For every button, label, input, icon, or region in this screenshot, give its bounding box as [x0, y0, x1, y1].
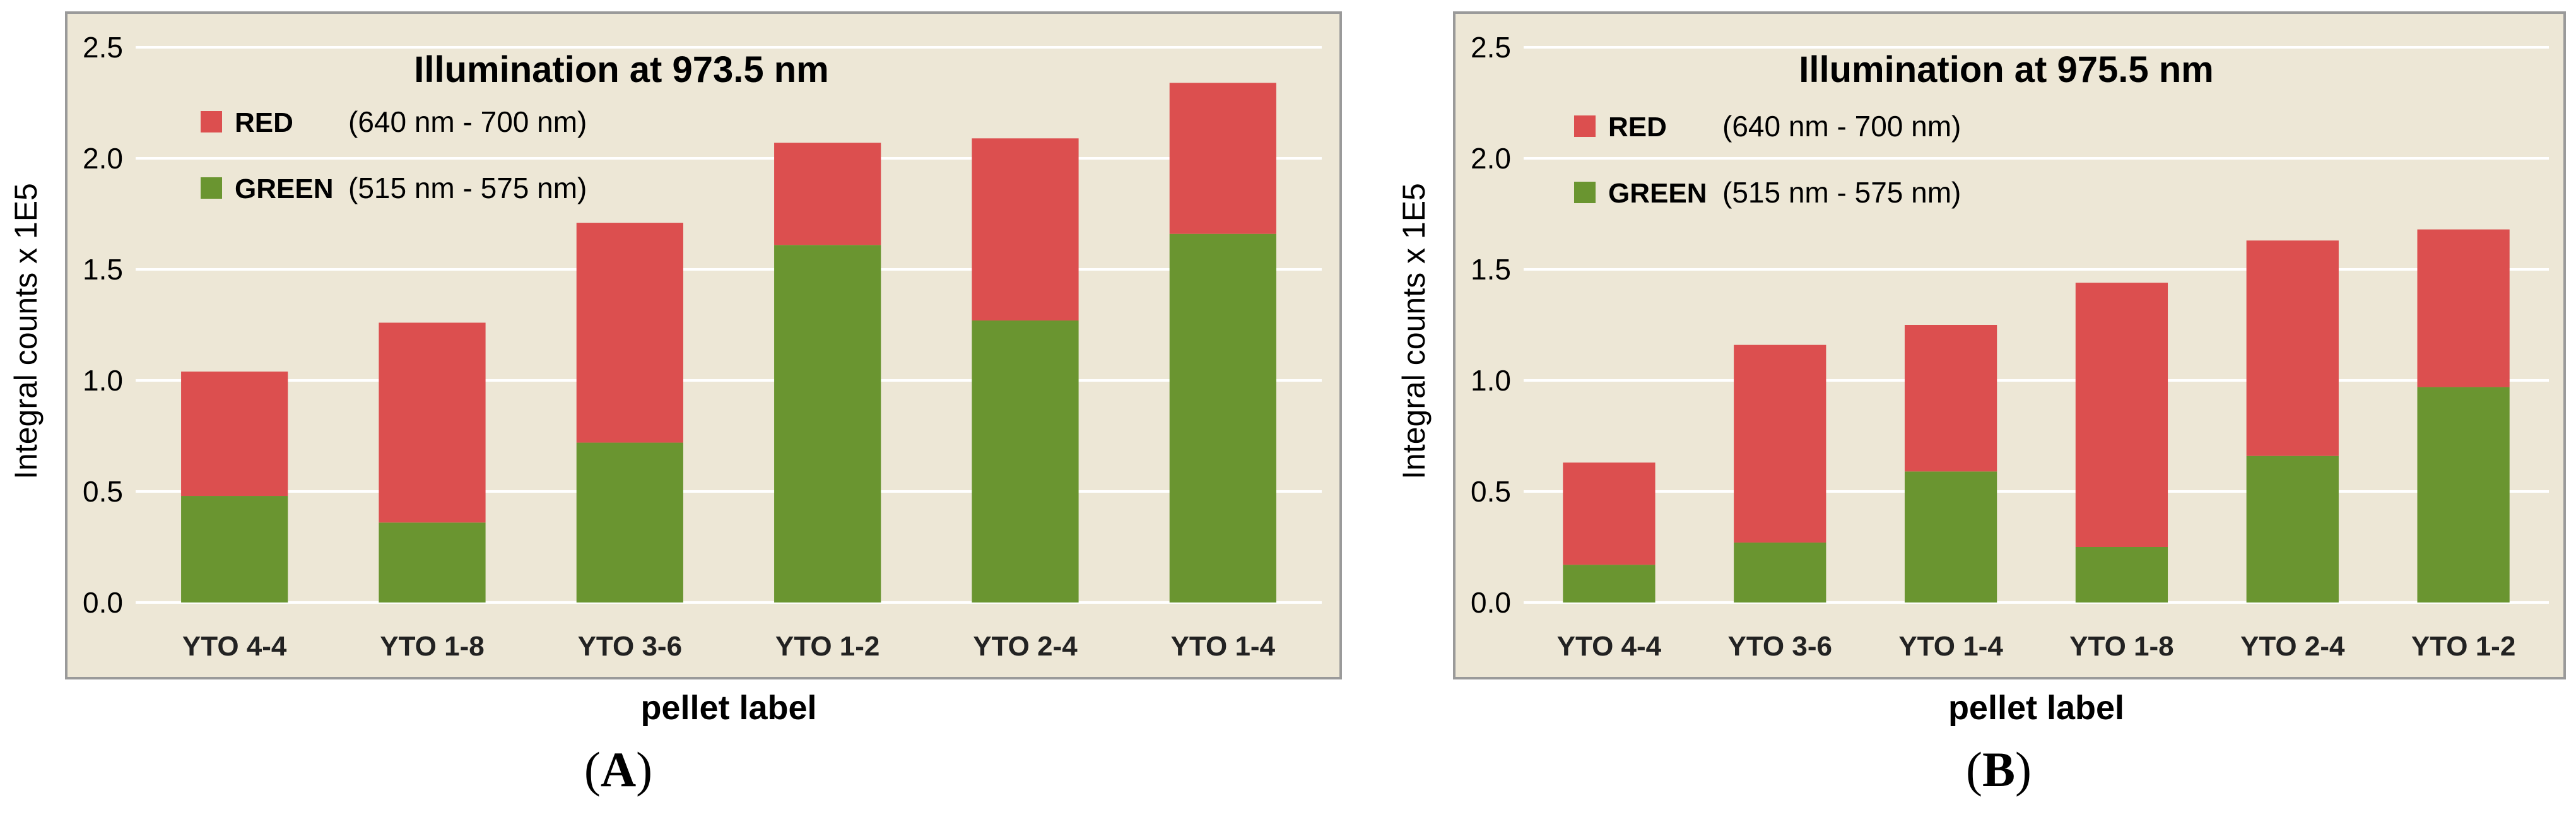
b-y-tick-label: 1.0: [1471, 364, 1511, 397]
a-legend-range-green: (515 nm - 575 nm): [348, 172, 587, 204]
a-y-axis-label: Integral counts x 1E5: [8, 183, 44, 479]
b-y-tick-label: 2.5: [1471, 31, 1511, 64]
b-bar-green-yto-1-8: [2075, 547, 2168, 602]
a-legend-range-red: (640 nm - 700 nm): [348, 105, 587, 138]
a-bar-green-yto-1-4: [1169, 233, 1276, 602]
a-bar-red-yto-2-4: [972, 138, 1079, 320]
panel-caption-a: (A): [584, 742, 653, 797]
b-chart-title: Illumination at 975.5 nm: [1799, 49, 2213, 90]
a-x-axis-label: pellet label: [640, 689, 816, 727]
a-y-tick-label: 1.5: [83, 253, 123, 286]
b-legend-label-green: GREEN: [1608, 178, 1707, 209]
b-y-tick-label: 2.0: [1471, 142, 1511, 175]
a-bar-red-yto-3-6: [576, 223, 683, 443]
b-x-tick-label: YTO 1-2: [2411, 631, 2515, 662]
b-x-tick-label: YTO 4-4: [1557, 631, 1662, 662]
a-y-tick-label: 2.5: [83, 31, 123, 64]
b-bar-red-yto-4-4: [1563, 462, 1656, 565]
b-x-tick-label: YTO 3-6: [1728, 631, 1832, 662]
a-legend-swatch-red: [201, 111, 222, 132]
b-x-tick-label: YTO 1-8: [2069, 631, 2173, 662]
b-bar-red-yto-3-6: [1734, 344, 1826, 543]
b-bar-green-yto-2-4: [2246, 456, 2339, 602]
a-x-tick-label: YTO 1-2: [775, 631, 879, 662]
b-legend-range-green: (515 nm - 575 nm): [1722, 176, 1961, 209]
b-x-tick-label: YTO 1-4: [1898, 631, 2003, 662]
a-y-tick-label: 1.0: [83, 364, 123, 397]
a-x-tick-label: YTO 2-4: [973, 631, 1078, 662]
a-bar-red-yto-1-8: [379, 322, 486, 523]
chart-panel-b: 0.0 0.5 1.0 1.5 2.0 2.5 YTO 4-4 YTO 3-6 YTO 1-4 Y…: [1396, 11, 2566, 727]
panel-caption-b: (B): [1966, 742, 2032, 797]
a-bar-green-yto-1-2: [774, 245, 881, 602]
a-y-tick-label: 0.5: [83, 475, 123, 508]
b-legend-swatch-red: [1574, 115, 1596, 137]
b-bar-red-yto-1-8: [2075, 283, 2168, 547]
a-bar-red-yto-1-2: [774, 143, 881, 245]
a-y-tick-label: 2.0: [83, 142, 123, 175]
a-bar-red-yto-1-4: [1169, 83, 1276, 234]
a-x-tick-label: YTO 4-4: [182, 631, 287, 662]
a-legend-swatch-green: [201, 177, 222, 199]
b-x-axis-label: pellet label: [1948, 689, 2124, 727]
a-y-tick-label: 0.0: [83, 586, 123, 619]
b-bar-green-yto-1-2: [2417, 387, 2510, 602]
b-legend-range-red: (640 nm - 700 nm): [1722, 110, 1961, 143]
a-chart-title: Illumination at 973.5 nm: [414, 49, 828, 90]
a-bar-red-yto-4-4: [181, 371, 288, 497]
a-bar-green-yto-1-8: [379, 522, 486, 602]
b-legend-swatch-green: [1574, 182, 1596, 203]
b-y-axis-label: Integral counts x 1E5: [1396, 183, 1432, 479]
a-bar-green-yto-4-4: [181, 496, 288, 602]
b-legend-label-red: RED: [1608, 112, 1667, 143]
a-bar-green-yto-2-4: [972, 320, 1079, 602]
a-x-tick-label: YTO 1-8: [380, 631, 484, 662]
b-bar-green-yto-4-4: [1563, 565, 1656, 602]
a-bar-green-yto-3-6: [576, 442, 683, 602]
b-bar-red-yto-1-2: [2417, 229, 2510, 387]
b-x-tick-label: YTO 2-4: [2240, 631, 2345, 662]
b-bar-green-yto-1-4: [1904, 471, 1997, 602]
chart-panel-a: 0.0 0.5 1.0 1.5 2.0 2.5 YTO 4-4 YTO 1-8 YTO 3-6 Y…: [8, 11, 1342, 727]
a-x-tick-label: YTO 1-4: [1171, 631, 1276, 662]
b-bar-green-yto-3-6: [1734, 542, 1826, 602]
a-legend-label-green: GREEN: [235, 173, 333, 204]
b-bar-red-yto-2-4: [2246, 240, 2339, 456]
b-y-tick-label: 0.5: [1471, 475, 1511, 508]
b-y-tick-label: 0.0: [1471, 586, 1511, 619]
a-legend-label-red: RED: [235, 107, 293, 138]
a-x-tick-label: YTO 3-6: [578, 631, 682, 662]
b-bar-red-yto-1-4: [1904, 325, 1997, 472]
b-y-tick-label: 1.5: [1471, 253, 1511, 286]
